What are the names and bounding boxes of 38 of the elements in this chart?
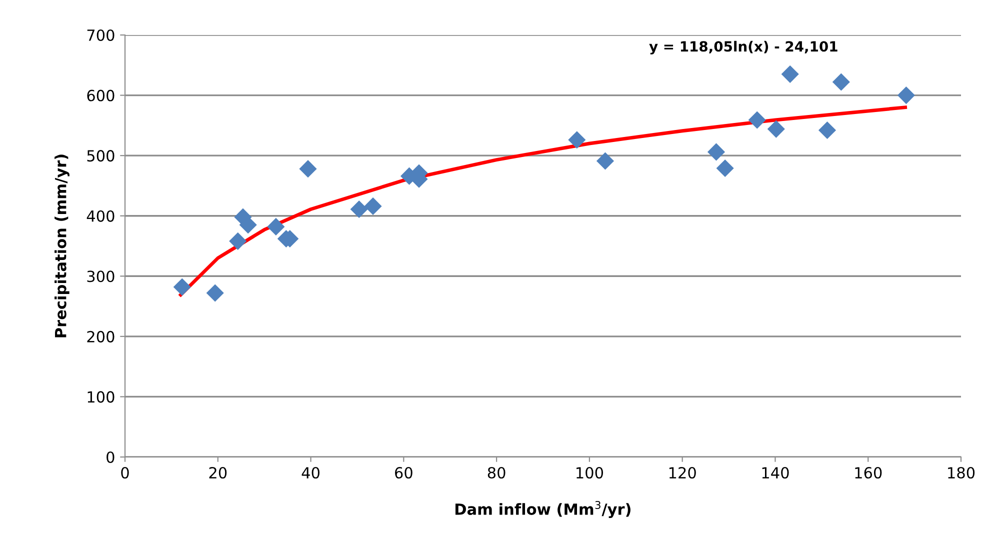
point: [748, 111, 766, 129]
x-tick-label: 100: [576, 466, 604, 479]
point: [229, 232, 247, 250]
point: [832, 73, 850, 91]
x-axis-title: Dam inflow (Mm$^{3}$/yr): [455, 500, 630, 518]
point: [767, 120, 785, 138]
point: [364, 197, 382, 215]
point: [206, 284, 224, 302]
point: [818, 121, 836, 140]
point: [596, 152, 614, 170]
point: [173, 278, 191, 296]
x-tick-label: 180: [948, 466, 975, 479]
point: [568, 131, 586, 149]
point: [897, 86, 915, 104]
x-tick-label: 140: [762, 466, 789, 479]
x-tick-label: 40: [302, 466, 320, 479]
x-tick-label: 20: [209, 466, 227, 479]
y-tick-label: 600: [87, 90, 114, 102]
y-tick-label: 400: [86, 210, 114, 222]
y-tick-label: 500: [87, 150, 114, 162]
point: [781, 65, 799, 83]
x-tick-label: 0: [121, 466, 129, 479]
x-tick-label: 60: [395, 466, 412, 479]
point: [267, 218, 285, 236]
x-tick-label: 120: [669, 466, 696, 479]
point: [716, 159, 734, 178]
annotation: y = 118,05ln(x) - 24,101: [649, 40, 838, 54]
y-axis-title: Precipitation (mm/yr): [54, 154, 70, 338]
y-tick-label: 300: [87, 270, 114, 282]
point: [350, 200, 368, 218]
y-tick-label: 700: [87, 29, 114, 42]
x-tick-label: 160: [855, 466, 882, 479]
point: [299, 160, 317, 178]
x-tick-label: 80: [488, 466, 506, 479]
y-tick-label: 100: [88, 391, 114, 403]
point: [707, 143, 726, 161]
y-tick-label: 0: [106, 451, 114, 464]
y-tick-label: 200: [87, 330, 114, 342]
